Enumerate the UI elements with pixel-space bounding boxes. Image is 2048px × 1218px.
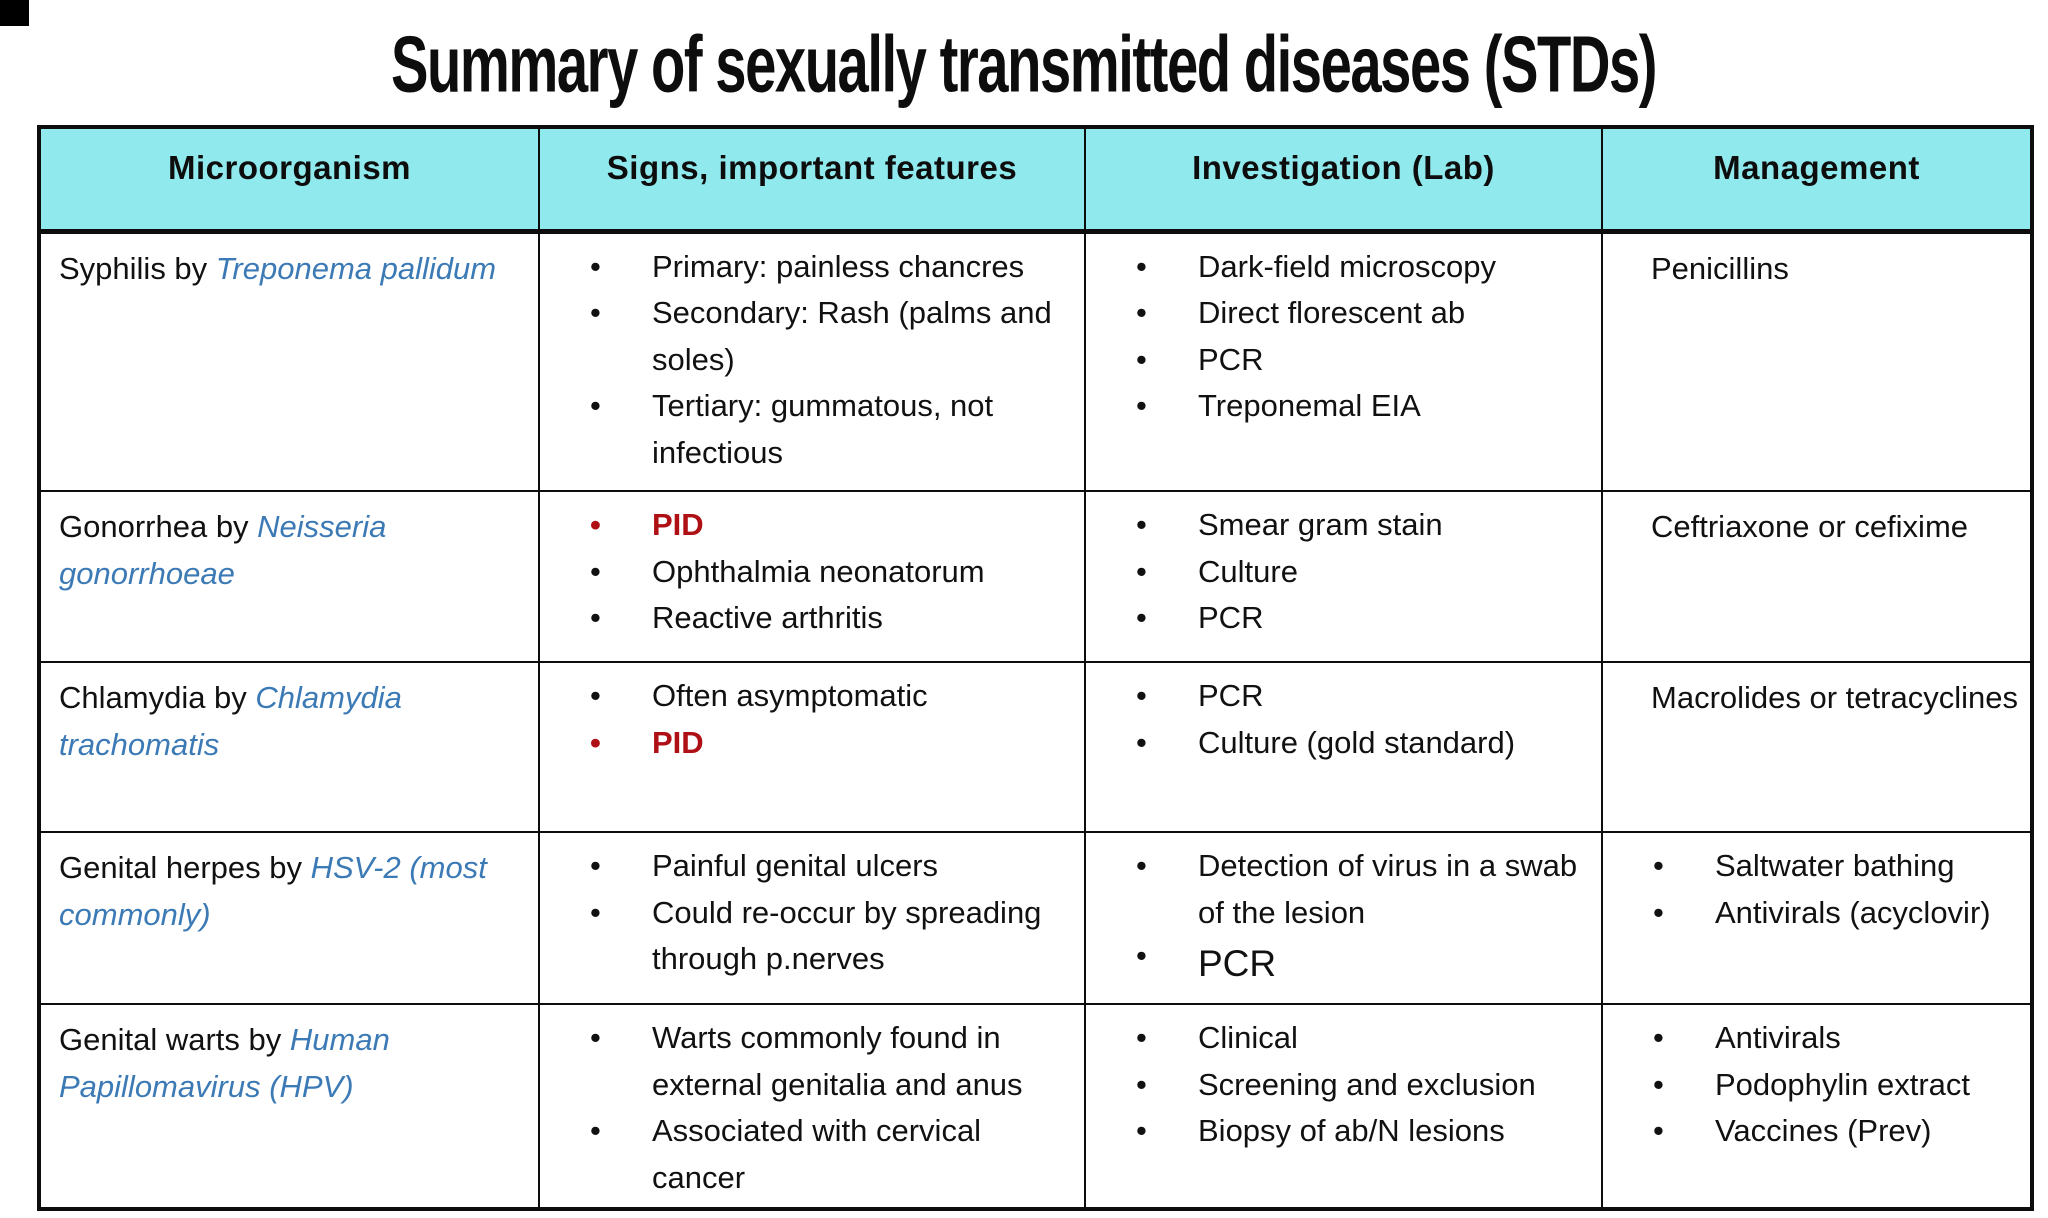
list-item: Painful genital ulcers xyxy=(590,843,1076,890)
cell-chlamydia-signs: Often asymptomatic PID xyxy=(538,661,1086,833)
list-item: Vaccines (Prev) xyxy=(1653,1108,2022,1155)
list-item: PCR xyxy=(1136,673,1593,720)
list-item: Biopsy of ab/N lesions xyxy=(1136,1108,1593,1155)
management-text: Ceftriaxone or cefixime xyxy=(1651,509,1969,544)
list-item: Dark-field microscopy xyxy=(1136,244,1593,291)
cell-gonorrhea-management: Ceftriaxone or cefixime xyxy=(1601,490,2033,663)
list-item: PCR xyxy=(1136,936,1593,988)
cell-herpes-management: Saltwater bathing Antivirals (acyclovir) xyxy=(1601,831,2033,1005)
organism-prefix: Genital warts by xyxy=(59,1022,290,1057)
table-row-genital-warts: Genital warts by Human Papillomavirus (H… xyxy=(38,1003,2033,1210)
organism-prefix: Chlamydia by xyxy=(59,680,256,715)
list-item: Clinical xyxy=(1136,1015,1593,1062)
cell-gonorrhea-signs: PID Ophthalmia neonatorum Reactive arthr… xyxy=(538,490,1086,663)
list-item: Secondary: Rash (palms and soles) xyxy=(590,290,1076,383)
cell-syphilis-signs: Primary: painless chancres Secondary: Ra… xyxy=(538,230,1086,492)
cell-gonorrhea-organism: Gonorrhea by Neisseria gonorrhoeae xyxy=(38,490,540,663)
list-item: Culture xyxy=(1136,549,1593,596)
cell-chlamydia-investigation: PCR Culture (gold standard) xyxy=(1084,661,1603,833)
organism-species: Neisseria gonorrhoeae xyxy=(59,509,387,591)
list-item: Tertiary: gummatous, not infectious xyxy=(590,383,1076,476)
list-item: Reactive arthritis xyxy=(590,595,1076,642)
column-header-management: Management xyxy=(1601,126,2033,234)
table-row-syphilis: Syphilis by Treponema pallidum Primary: … xyxy=(38,230,2033,492)
list-item: Saltwater bathing xyxy=(1653,843,2022,890)
column-header-signs: Signs, important features xyxy=(538,126,1086,234)
list-item: Podophylin extract xyxy=(1653,1062,2022,1109)
list-item: Antivirals xyxy=(1653,1015,2022,1062)
organism-label: Chlamydia by Chlamydia trachomatis xyxy=(41,663,538,776)
title-bar: Summary of sexually transmitted diseases… xyxy=(0,0,2048,125)
cell-warts-organism: Genital warts by Human Papillomavirus (H… xyxy=(38,1003,540,1210)
cell-herpes-signs: Painful genital ulcers Could re-occur by… xyxy=(538,831,1086,1005)
list-item: Antivirals (acyclovir) xyxy=(1653,890,2022,937)
management-text: Macrolides or tetracyclines xyxy=(1651,680,2018,715)
list-item-highlighted: PID xyxy=(590,720,1076,767)
organism-prefix: Genital herpes by xyxy=(59,850,311,885)
organism-species: Human Papillomavirus (HPV) xyxy=(59,1022,390,1104)
cell-syphilis-investigation: Dark-field microscopy Direct florescent … xyxy=(1084,230,1603,492)
page-title: Summary of sexually transmitted diseases… xyxy=(391,19,1657,109)
cell-gonorrhea-investigation: Smear gram stain Culture PCR xyxy=(1084,490,1603,663)
list-item: Treponemal EIA xyxy=(1136,383,1593,430)
organism-label: Gonorrhea by Neisseria gonorrhoeae xyxy=(41,492,538,605)
header-row: Microorganism Signs, important features … xyxy=(38,126,2033,234)
organism-species: HSV-2 (most commonly) xyxy=(59,850,487,932)
cell-chlamydia-organism: Chlamydia by Chlamydia trachomatis xyxy=(38,661,540,833)
cell-warts-investigation: Clinical Screening and exclusion Biopsy … xyxy=(1084,1003,1603,1210)
list-item: Screening and exclusion xyxy=(1136,1062,1593,1109)
management-text: Penicillins xyxy=(1651,250,1789,286)
std-summary-table: Microorganism Signs, important features … xyxy=(37,125,2034,1211)
organism-prefix: Syphilis by xyxy=(59,250,216,286)
organism-prefix: Gonorrhea by xyxy=(59,509,258,544)
cell-herpes-organism: Genital herpes by HSV-2 (most commonly) xyxy=(38,831,540,1005)
list-item: Ophthalmia neonatorum xyxy=(590,549,1076,596)
cell-warts-management: Antivirals Podophylin extract Vaccines (… xyxy=(1601,1003,2033,1210)
table-row-gonorrhea: Gonorrhea by Neisseria gonorrhoeae PID O… xyxy=(38,490,2033,663)
list-item: Smear gram stain xyxy=(1136,502,1593,549)
corner-artifact xyxy=(0,0,29,26)
organism-species: Chlamydia trachomatis xyxy=(59,680,402,762)
cell-herpes-investigation: Detection of virus in a swab of the lesi… xyxy=(1084,831,1603,1005)
organism-label: Syphilis by Treponema pallidum xyxy=(41,234,538,301)
cell-syphilis-management: Penicillins xyxy=(1601,230,2033,492)
list-item: Associated with cervical cancer xyxy=(590,1108,1076,1201)
organism-species: Treponema pallidum xyxy=(215,250,497,286)
list-item: Detection of virus in a swab of the lesi… xyxy=(1136,843,1593,936)
list-item: Often asymptomatic xyxy=(590,673,1076,720)
organism-label: Genital herpes by HSV-2 (most commonly) xyxy=(41,833,538,946)
list-item-highlighted: PID xyxy=(590,502,1076,549)
list-item: Warts commonly found in external genital… xyxy=(590,1015,1076,1108)
list-item: Could re-occur by spreading through p.ne… xyxy=(590,890,1076,983)
column-header-investigation: Investigation (Lab) xyxy=(1084,126,1603,234)
list-item: PCR xyxy=(1136,595,1593,642)
list-item: Direct florescent ab xyxy=(1136,290,1593,337)
organism-label: Genital warts by Human Papillomavirus (H… xyxy=(41,1005,538,1118)
column-header-microorganism: Microorganism xyxy=(38,126,540,234)
cell-syphilis-organism: Syphilis by Treponema pallidum xyxy=(38,230,540,492)
list-item: PCR xyxy=(1136,337,1593,384)
table-row-chlamydia: Chlamydia by Chlamydia trachomatis Often… xyxy=(38,661,2033,833)
list-item: Primary: painless chancres xyxy=(590,244,1076,291)
table-row-genital-herpes: Genital herpes by HSV-2 (most commonly) … xyxy=(38,831,2033,1005)
list-item: Culture (gold standard) xyxy=(1136,720,1593,767)
cell-warts-signs: Warts commonly found in external genital… xyxy=(538,1003,1086,1210)
cell-chlamydia-management: Macrolides or tetracyclines xyxy=(1601,661,2033,833)
